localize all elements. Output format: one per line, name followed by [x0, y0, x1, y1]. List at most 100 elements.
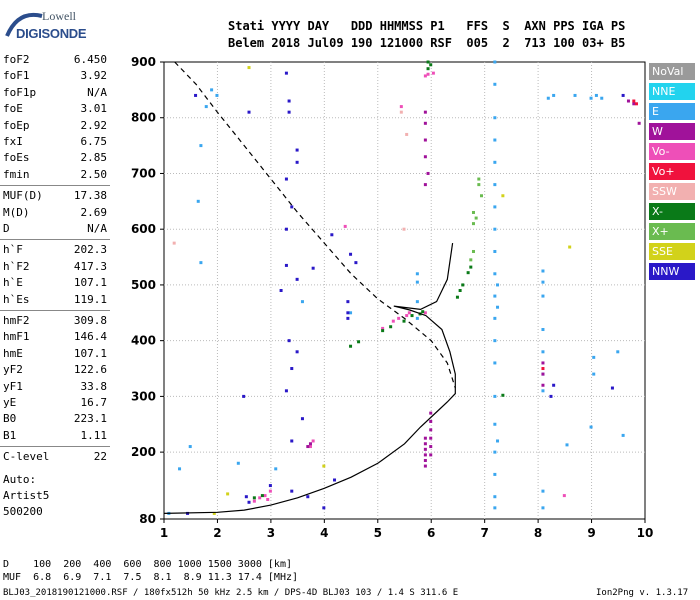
param-label: B1 — [3, 428, 17, 442]
echo-point — [496, 283, 500, 287]
echo-point — [421, 310, 425, 314]
param-row: h`Es 119.1 — [3, 293, 107, 307]
param-value: 122.6 — [73, 363, 107, 377]
echo-point — [423, 183, 427, 187]
echo-point — [493, 227, 497, 231]
param-row: yE 16.7 — [3, 396, 107, 410]
param-label: h`F — [3, 243, 23, 257]
echo-point — [236, 461, 240, 465]
echo-point — [210, 88, 214, 92]
x-tick-label: 9 — [587, 526, 595, 540]
echo-point — [266, 497, 270, 501]
echo-point — [541, 361, 545, 365]
echo-point — [429, 419, 433, 423]
ntrace-line — [163, 243, 456, 514]
param-value: 202.3 — [73, 243, 107, 257]
echo-point — [621, 93, 625, 97]
echo-point — [415, 316, 419, 320]
param-label: D — [3, 222, 10, 235]
echo-point — [471, 249, 475, 253]
echo-point — [429, 411, 433, 415]
logo-text-lowell: Lowell — [42, 9, 76, 23]
echo-point — [469, 265, 473, 269]
param-value: 2.92 — [80, 118, 108, 132]
echo-point — [346, 316, 350, 320]
echo-point — [493, 249, 497, 253]
echo-point — [423, 436, 427, 440]
echo-point — [477, 177, 481, 181]
echo-point — [426, 60, 430, 64]
echo-point — [279, 289, 283, 292]
param-label: M(D) — [3, 205, 30, 219]
y-tick-label: 300 — [131, 389, 156, 403]
echo-point — [471, 222, 475, 226]
echo-point — [346, 300, 350, 304]
echo-point — [215, 93, 219, 97]
echo-point — [284, 71, 288, 75]
echo-point — [311, 266, 315, 270]
echo-point — [549, 394, 553, 398]
x-tick-label: 1 — [160, 526, 168, 540]
profile-line — [174, 61, 456, 389]
echo-point — [493, 316, 497, 320]
echo-point — [330, 233, 334, 237]
echo-point — [247, 500, 251, 504]
footer-file-info: BLJ03_2018190121000.RSF / 180fx512h 50 k… — [3, 588, 459, 598]
echo-point — [346, 311, 350, 315]
echo-point — [493, 82, 497, 86]
echo-point — [541, 489, 545, 493]
echo-point — [568, 245, 572, 249]
echo-point — [423, 442, 427, 446]
echo-point — [407, 311, 411, 315]
echo-point — [552, 383, 556, 387]
echo-point — [496, 305, 500, 309]
echo-point — [423, 121, 427, 125]
echo-point — [477, 183, 481, 187]
echo-point — [423, 311, 427, 315]
echo-point — [493, 422, 497, 426]
echo-point — [592, 372, 596, 376]
echo-point — [311, 439, 315, 443]
x-tick-label: 7 — [480, 526, 488, 540]
echo-point — [493, 495, 497, 499]
echo-point — [632, 102, 636, 106]
echo-point — [284, 263, 288, 267]
param-label: B0 — [3, 412, 17, 426]
echo-point — [634, 102, 638, 106]
echo-point — [399, 105, 403, 109]
echo-point — [322, 464, 326, 468]
echo-point — [426, 67, 430, 71]
param-label: h`E — [3, 276, 23, 290]
param-label: yF1 — [3, 379, 23, 393]
echo-point — [199, 144, 203, 148]
param-value: 119.1 — [73, 292, 107, 306]
param-label: h`F2 — [3, 259, 30, 273]
echo-point — [242, 394, 246, 398]
header-line-labels: Stati YYYY DAY DDD HHMMSS P1 FFS S AXN P… — [228, 19, 626, 33]
param-value: 2.50 — [80, 167, 108, 181]
echo-point — [357, 340, 361, 344]
echo-point — [287, 99, 291, 103]
param-row: hmE 107.1 — [3, 347, 107, 361]
param-label: hmE — [3, 346, 23, 360]
y-tick-label: 700 — [131, 166, 156, 180]
param-row: fmin 2.50 — [3, 168, 107, 182]
echo-point — [429, 63, 433, 67]
echo-point — [194, 93, 198, 97]
echo-point — [284, 227, 288, 231]
echo-point — [300, 300, 304, 304]
echo-point — [295, 277, 299, 281]
logo: Lowell DIGISONDE — [4, 6, 104, 46]
echo-point — [381, 326, 385, 330]
echo-point — [592, 355, 596, 359]
echo-point — [493, 272, 497, 276]
echo-point — [429, 453, 433, 457]
echo-point — [493, 116, 497, 120]
echo-point — [466, 271, 470, 275]
echo-point — [284, 177, 288, 181]
y-tick-label: 900 — [131, 55, 156, 69]
echo-point — [258, 496, 262, 500]
auto-label: Auto: — [3, 472, 37, 486]
echo-point — [455, 295, 459, 299]
echo-point — [284, 389, 288, 393]
